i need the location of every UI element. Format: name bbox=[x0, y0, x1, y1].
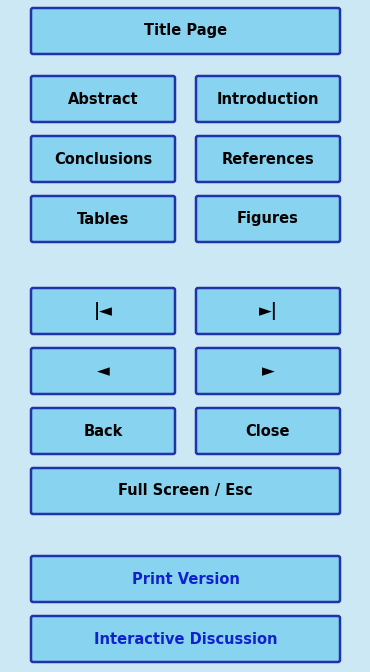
FancyBboxPatch shape bbox=[196, 408, 340, 454]
Text: Title Page: Title Page bbox=[144, 24, 227, 38]
FancyBboxPatch shape bbox=[31, 616, 340, 662]
FancyBboxPatch shape bbox=[31, 408, 175, 454]
Text: Conclusions: Conclusions bbox=[54, 151, 152, 167]
FancyBboxPatch shape bbox=[31, 196, 175, 242]
FancyBboxPatch shape bbox=[31, 288, 175, 334]
Text: ►: ► bbox=[262, 362, 275, 380]
FancyBboxPatch shape bbox=[196, 136, 340, 182]
FancyBboxPatch shape bbox=[196, 288, 340, 334]
Text: Print Version: Print Version bbox=[132, 571, 239, 587]
FancyBboxPatch shape bbox=[31, 348, 175, 394]
FancyBboxPatch shape bbox=[196, 196, 340, 242]
FancyBboxPatch shape bbox=[31, 8, 340, 54]
FancyBboxPatch shape bbox=[31, 76, 175, 122]
FancyBboxPatch shape bbox=[31, 136, 175, 182]
Text: ◄: ◄ bbox=[97, 362, 110, 380]
Text: Interactive Discussion: Interactive Discussion bbox=[94, 632, 277, 646]
Text: Abstract: Abstract bbox=[68, 91, 138, 106]
Text: ►|: ►| bbox=[259, 302, 278, 320]
FancyBboxPatch shape bbox=[196, 76, 340, 122]
Text: |◄: |◄ bbox=[94, 302, 112, 320]
Text: Introduction: Introduction bbox=[217, 91, 319, 106]
Text: Tables: Tables bbox=[77, 212, 129, 226]
FancyBboxPatch shape bbox=[31, 468, 340, 514]
Text: Full Screen / Esc: Full Screen / Esc bbox=[118, 483, 253, 499]
Text: References: References bbox=[222, 151, 314, 167]
FancyBboxPatch shape bbox=[31, 556, 340, 602]
FancyBboxPatch shape bbox=[196, 348, 340, 394]
Text: Back: Back bbox=[83, 423, 123, 439]
Text: Figures: Figures bbox=[237, 212, 299, 226]
Text: Close: Close bbox=[246, 423, 290, 439]
